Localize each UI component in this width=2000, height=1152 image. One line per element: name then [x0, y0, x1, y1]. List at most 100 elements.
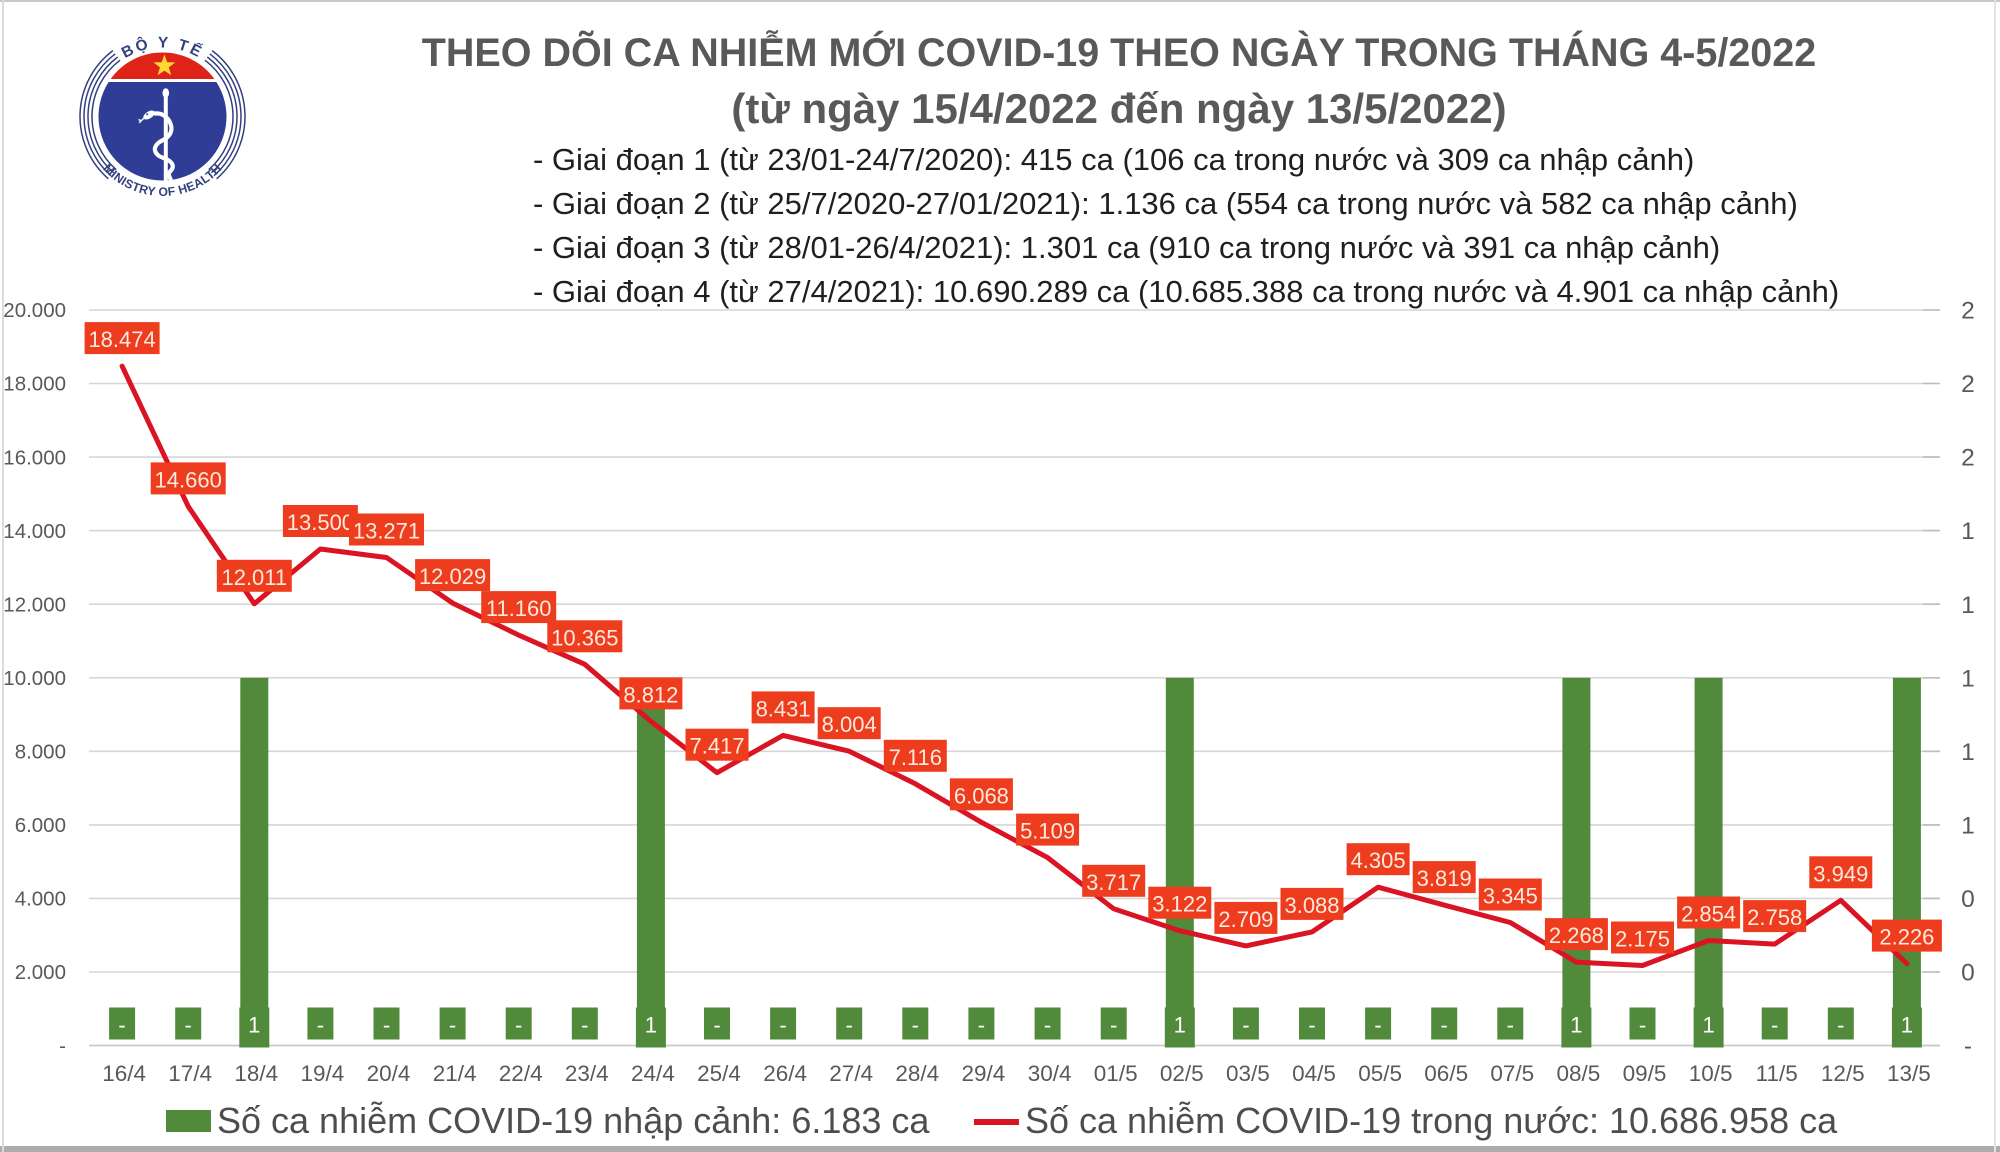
- svg-text:3.345: 3.345: [1483, 884, 1538, 909]
- svg-text:-: -: [1242, 1013, 1249, 1038]
- svg-text:-: -: [912, 1013, 919, 1038]
- svg-text:-: -: [449, 1013, 456, 1038]
- svg-text:12.000: 12.000: [3, 593, 66, 616]
- svg-text:6.000: 6.000: [15, 814, 66, 837]
- svg-text:-: -: [1837, 1013, 1844, 1038]
- svg-text:09/5: 09/5: [1623, 1061, 1667, 1086]
- svg-text:-: -: [1110, 1013, 1117, 1038]
- svg-text:8.000: 8.000: [15, 741, 66, 764]
- svg-text:7.417: 7.417: [689, 734, 744, 759]
- svg-text:4.305: 4.305: [1351, 848, 1406, 873]
- svg-text:3.717: 3.717: [1086, 870, 1141, 895]
- svg-text:2.226: 2.226: [1879, 925, 1934, 950]
- svg-text:1: 1: [248, 1013, 260, 1038]
- svg-text:22/4: 22/4: [499, 1061, 543, 1086]
- svg-text:16/4: 16/4: [102, 1061, 146, 1086]
- svg-text:24/4: 24/4: [631, 1061, 675, 1086]
- svg-text:03/5: 03/5: [1226, 1061, 1270, 1086]
- svg-text:1: 1: [1702, 1013, 1714, 1038]
- svg-text:11.160: 11.160: [486, 596, 552, 621]
- svg-text:8.812: 8.812: [623, 682, 678, 707]
- svg-text:1: 1: [645, 1013, 657, 1038]
- svg-text:4.000: 4.000: [15, 888, 66, 911]
- svg-text:10/5: 10/5: [1689, 1061, 1733, 1086]
- svg-text:20.000: 20.000: [3, 299, 66, 322]
- svg-text:-: -: [59, 1035, 66, 1058]
- svg-text:30/4: 30/4: [1028, 1061, 1072, 1086]
- svg-text:-: -: [1771, 1013, 1778, 1038]
- svg-text:21/4: 21/4: [433, 1061, 477, 1086]
- svg-text:13.271: 13.271: [353, 519, 420, 544]
- svg-text:3.949: 3.949: [1813, 861, 1868, 886]
- svg-text:1: 1: [1174, 1013, 1186, 1038]
- svg-text:02/5: 02/5: [1160, 1061, 1204, 1086]
- svg-text:-: -: [1639, 1013, 1646, 1038]
- svg-text:04/5: 04/5: [1292, 1061, 1336, 1086]
- svg-text:10.000: 10.000: [3, 667, 66, 690]
- svg-text:08/5: 08/5: [1557, 1061, 1601, 1086]
- svg-text:-: -: [185, 1013, 192, 1038]
- svg-text:28/4: 28/4: [895, 1061, 939, 1086]
- svg-text:2: 2: [1961, 298, 1975, 325]
- svg-text:13.500: 13.500: [287, 510, 354, 535]
- svg-text:23/4: 23/4: [565, 1061, 609, 1086]
- svg-text:06/5: 06/5: [1424, 1061, 1468, 1086]
- svg-text:27/4: 27/4: [829, 1061, 873, 1086]
- svg-text:19/4: 19/4: [301, 1061, 345, 1086]
- svg-text:-: -: [846, 1013, 853, 1038]
- svg-text:2.268: 2.268: [1549, 923, 1604, 948]
- svg-text:8.431: 8.431: [756, 696, 811, 721]
- svg-text:-: -: [118, 1013, 125, 1038]
- svg-text:2.709: 2.709: [1218, 907, 1273, 932]
- svg-text:1: 1: [1961, 739, 1975, 766]
- svg-text:-: -: [1374, 1013, 1381, 1038]
- svg-text:29/4: 29/4: [962, 1061, 1006, 1086]
- svg-text:-: -: [383, 1013, 390, 1038]
- svg-text:10.365: 10.365: [551, 625, 618, 650]
- svg-text:18/4: 18/4: [234, 1061, 278, 1086]
- svg-text:05/5: 05/5: [1358, 1061, 1402, 1086]
- svg-text:18.000: 18.000: [3, 373, 66, 396]
- svg-text:1: 1: [1901, 1013, 1913, 1038]
- svg-text:-: -: [581, 1013, 588, 1038]
- svg-text:2.854: 2.854: [1681, 902, 1736, 927]
- svg-text:0: 0: [1961, 960, 1975, 987]
- svg-text:25/4: 25/4: [697, 1061, 741, 1086]
- svg-text:-: -: [978, 1013, 985, 1038]
- svg-text:1: 1: [1961, 665, 1975, 692]
- svg-text:Số ca nhiễm COVID-19 trong nướ: Số ca nhiễm COVID-19 trong nước: 10.686.…: [1025, 1100, 1838, 1141]
- svg-text:17/4: 17/4: [168, 1061, 212, 1086]
- svg-text:2.175: 2.175: [1615, 927, 1670, 952]
- svg-text:-: -: [1507, 1013, 1514, 1038]
- svg-text:-: -: [1044, 1013, 1051, 1038]
- svg-text:3.819: 3.819: [1417, 866, 1472, 891]
- svg-text:-: -: [1964, 1033, 1972, 1060]
- svg-text:14.000: 14.000: [3, 520, 66, 543]
- svg-text:-: -: [1441, 1013, 1448, 1038]
- svg-text:2.000: 2.000: [15, 961, 66, 984]
- svg-text:6.068: 6.068: [954, 783, 1009, 808]
- svg-text:3.122: 3.122: [1152, 892, 1207, 917]
- svg-text:2: 2: [1961, 371, 1975, 398]
- svg-text:-: -: [515, 1013, 522, 1038]
- svg-text:2: 2: [1961, 445, 1975, 472]
- svg-text:8.004: 8.004: [822, 712, 877, 737]
- svg-text:07/5: 07/5: [1490, 1061, 1534, 1086]
- svg-text:3.088: 3.088: [1284, 893, 1339, 918]
- svg-text:13/5: 13/5: [1887, 1061, 1931, 1086]
- svg-text:2.758: 2.758: [1747, 905, 1802, 930]
- svg-text:12/5: 12/5: [1821, 1061, 1865, 1086]
- svg-text:1: 1: [1961, 518, 1975, 545]
- svg-text:0: 0: [1961, 886, 1975, 913]
- svg-text:1: 1: [1961, 813, 1975, 840]
- svg-text:11/5: 11/5: [1756, 1061, 1798, 1086]
- svg-text:Số ca nhiễm COVID-19 nhập cảnh: Số ca nhiễm COVID-19 nhập cảnh: 6.183 ca: [217, 1100, 930, 1141]
- svg-text:14.660: 14.660: [155, 467, 222, 492]
- svg-text:-: -: [1308, 1013, 1315, 1038]
- svg-text:-: -: [713, 1013, 720, 1038]
- svg-text:1: 1: [1570, 1013, 1582, 1038]
- svg-text:18.474: 18.474: [88, 327, 155, 352]
- svg-text:12.011: 12.011: [221, 565, 287, 590]
- svg-text:1: 1: [1961, 592, 1975, 619]
- svg-text:7.116: 7.116: [889, 745, 942, 770]
